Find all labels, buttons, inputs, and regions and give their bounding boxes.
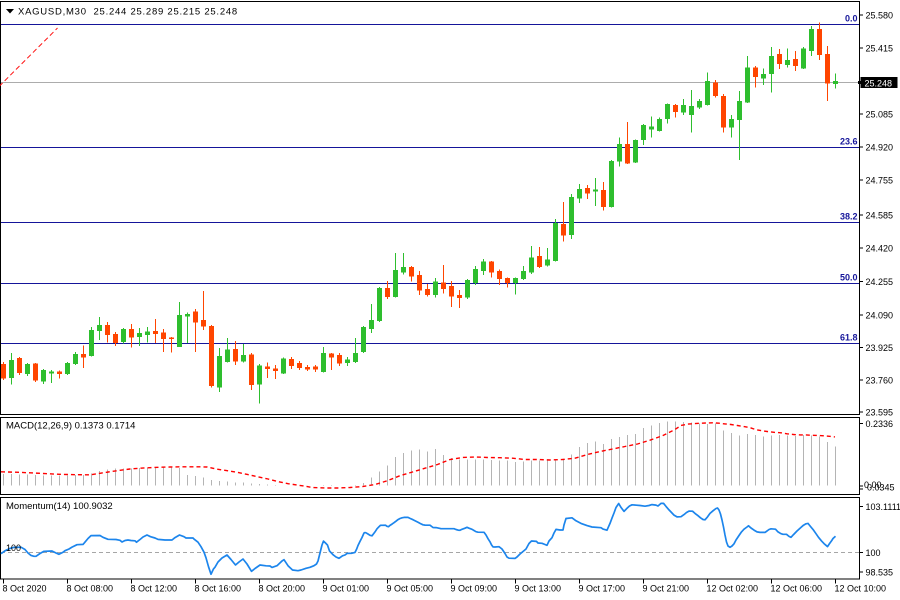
svg-text:61.8: 61.8	[840, 333, 858, 343]
svg-text:Momentum(14) 100.9032: Momentum(14) 100.9032	[6, 501, 113, 512]
svg-text:9 Oct 13:00: 9 Oct 13:00	[515, 584, 562, 594]
svg-text:8 Oct 08:00: 8 Oct 08:00	[67, 584, 114, 594]
svg-text:9 Oct 05:00: 9 Oct 05:00	[387, 584, 434, 594]
svg-text:100: 100	[866, 548, 881, 558]
svg-text:25.580: 25.580	[866, 11, 894, 21]
svg-text:24.255: 24.255	[866, 277, 894, 287]
svg-text:0.00: 0.00	[864, 480, 882, 490]
svg-text:24.755: 24.755	[866, 176, 894, 186]
svg-text:24.920: 24.920	[866, 143, 894, 153]
svg-text:12 Oct 10:00: 12 Oct 10:00	[835, 584, 887, 594]
svg-text:24.420: 24.420	[866, 244, 894, 254]
svg-text:98.535: 98.535	[866, 568, 894, 578]
svg-text:12 Oct 06:00: 12 Oct 06:00	[771, 584, 823, 594]
svg-text:8 Oct 2020: 8 Oct 2020	[3, 584, 47, 594]
svg-text:0.2336: 0.2336	[866, 419, 894, 429]
svg-text:25.248: 25.248	[865, 79, 893, 89]
svg-text:23.6: 23.6	[840, 137, 858, 147]
svg-text:100: 100	[6, 543, 21, 553]
svg-text:8 Oct 20:00: 8 Oct 20:00	[259, 584, 306, 594]
svg-text:25.415: 25.415	[866, 44, 894, 54]
svg-text:8 Oct 12:00: 8 Oct 12:00	[131, 584, 178, 594]
svg-text:XAGUSD,M30 25.244 25.289 25.2: XAGUSD,M30 25.244 25.289 25.215 25.248	[18, 7, 238, 18]
svg-text:8 Oct 16:00: 8 Oct 16:00	[195, 584, 242, 594]
svg-text:103.1111: 103.1111	[866, 502, 900, 512]
svg-text:9 Oct 17:00: 9 Oct 17:00	[579, 584, 626, 594]
svg-text:23.595: 23.595	[866, 408, 894, 418]
svg-text:24.090: 24.090	[866, 311, 894, 321]
svg-text:0.0345: 0.0345	[867, 483, 895, 493]
svg-text:23.925: 23.925	[866, 343, 894, 353]
svg-text:9 Oct 09:00: 9 Oct 09:00	[451, 584, 498, 594]
svg-text:25.085: 25.085	[866, 110, 894, 120]
svg-text:9 Oct 01:00: 9 Oct 01:00	[323, 584, 370, 594]
svg-text:24.585: 24.585	[866, 211, 894, 221]
svg-text:9 Oct 21:00: 9 Oct 21:00	[643, 584, 690, 594]
svg-text:12 Oct 02:00: 12 Oct 02:00	[707, 584, 759, 594]
svg-text:0.0: 0.0	[845, 14, 858, 24]
svg-text:38.2: 38.2	[840, 212, 858, 222]
svg-text:23.760: 23.760	[866, 376, 894, 386]
svg-text:MACD(12,26,9) 0.1373 0.1714: MACD(12,26,9) 0.1373 0.1714	[6, 421, 135, 432]
svg-text:50.0: 50.0	[840, 273, 858, 283]
